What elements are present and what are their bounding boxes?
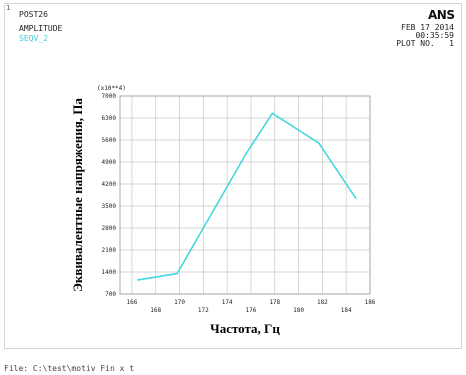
plot-frame <box>4 3 462 349</box>
data-point <box>354 197 357 200</box>
x-tick-label: 168 <box>150 307 161 314</box>
x-tick-label: 172 <box>198 307 209 314</box>
series-line <box>137 112 357 281</box>
plot-kind: AMPLITUDE <box>19 24 63 33</box>
series-layer <box>136 112 357 281</box>
data-point <box>271 112 274 115</box>
y-tick-label: 6300 <box>102 115 117 122</box>
y-multiplier-label: (x10**4) <box>97 85 126 92</box>
y-tick-label: 4900 <box>102 159 117 166</box>
plot-time: 00:35:59 <box>415 31 454 40</box>
y-tick-labels: 700 1400 2100 2800 3500 4200 4900 5600 6300 7000 <box>102 93 117 298</box>
data-point <box>245 152 248 155</box>
x-tick-label: 180 <box>293 307 304 314</box>
data-point <box>317 142 320 145</box>
x-tick-label: 182 <box>317 299 328 306</box>
plot-date: FEB 17 2014 <box>401 23 454 32</box>
data-point <box>176 272 179 275</box>
y-tick-label: 700 <box>105 291 116 298</box>
ansys-logo: ANS <box>428 8 455 22</box>
y-tick-label: 2800 <box>102 225 117 232</box>
variable-name: SEQV_2 <box>19 34 48 43</box>
y-tick-label: 5600 <box>102 137 117 144</box>
program-name: POST26 <box>19 10 48 19</box>
x-tick-label: 178 <box>269 299 280 306</box>
grid <box>120 95 371 295</box>
data-point <box>136 278 139 281</box>
y-tick-label: 7000 <box>102 93 117 100</box>
plot-number: PLOT NO. 1 <box>396 39 454 48</box>
y-tick-label: 1400 <box>102 269 117 276</box>
x-axis-label: Частота, Гц <box>210 321 280 336</box>
x-tick-label: 166 <box>126 299 137 306</box>
y-tick-label: 3500 <box>102 203 117 210</box>
y-axis-label: Эквивалентные напряжения, Па <box>70 98 85 292</box>
window-number: 1 <box>6 4 11 12</box>
y-tick-label: 4200 <box>102 181 117 188</box>
x-tick-label: 176 <box>246 307 257 314</box>
x-tick-label: 170 <box>174 299 185 306</box>
x-tick-label: 184 <box>341 307 352 314</box>
x-tick-label: 186 <box>365 299 376 306</box>
y-tick-label: 2100 <box>102 247 117 254</box>
x-tick-labels: 166 168 170 172 174 176 178 180 182 184 186 <box>126 299 375 314</box>
plot-area <box>119 95 371 295</box>
x-tick-label: 174 <box>222 299 233 306</box>
file-path: File: C:\test\motiv Fin x t <box>4 364 135 373</box>
